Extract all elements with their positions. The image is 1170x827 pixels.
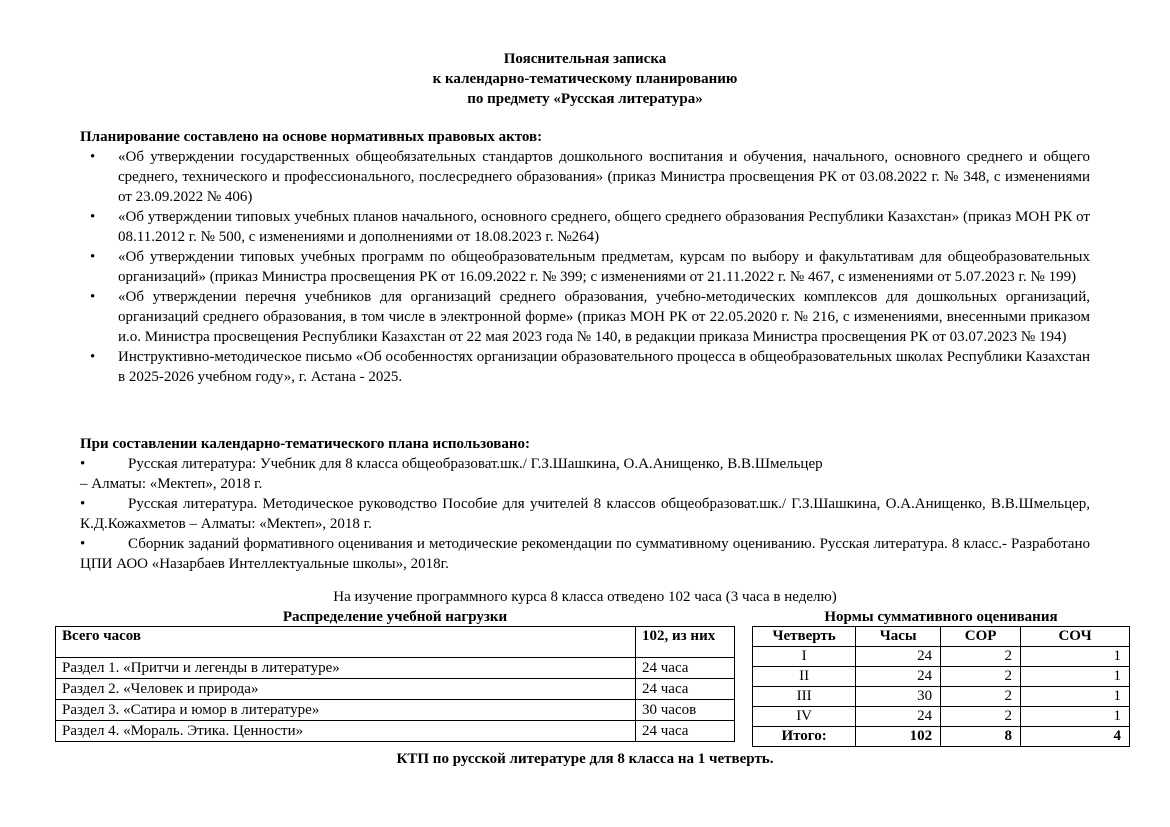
norms-cell: 24	[855, 706, 942, 727]
table-row: Раздел 1. «Притчи и легенды в литературе…	[55, 657, 735, 679]
source-text: Сборник заданий формативного оценивания …	[80, 536, 1090, 572]
act-text: «Об утверждении государственных общеобяз…	[118, 149, 1090, 205]
act-text: «Об утверждении типовых учебных программ…	[118, 249, 1090, 285]
source-text: Русская литература: Учебник для 8 класса…	[128, 456, 823, 472]
table-row: IV 24 2 1	[751, 706, 1130, 727]
norms-cell: Часы	[855, 626, 942, 647]
doc-subject: по предмету «Русская литература»	[467, 91, 703, 107]
table-row: I 24 2 1	[751, 646, 1130, 667]
bullet-icon: •	[90, 249, 96, 265]
bullet-icon: •	[80, 496, 86, 512]
table-header-row: Всего часов 102, из них	[55, 626, 735, 658]
source-item: • Сборник заданий формативного оценивания…	[80, 534, 1090, 574]
sources-heading: При составлении календарно-тематического…	[80, 436, 530, 452]
hours-cell: 24 часа	[635, 678, 735, 700]
norms-cell: 2	[940, 666, 1022, 687]
norms-cell: 4	[1020, 726, 1130, 747]
table-row: Раздел 4. «Мораль. Этика. Ценности» 24 ча…	[55, 720, 735, 742]
ktp-title: КТП по русской литературе для 8 класса н…	[396, 751, 774, 767]
norms-cell: 1	[1020, 686, 1130, 707]
norms-cell: Итого:	[751, 726, 857, 747]
norms-cell: СОЧ	[1020, 626, 1130, 647]
source-text: Русская литература. Методическое руковод…	[80, 496, 1090, 532]
norms-cell: 8	[940, 726, 1022, 747]
bullet-icon: •	[90, 149, 96, 165]
act-item: • Инструктивно-методическое письмо «Об ос…	[80, 347, 1090, 387]
source-item: • Русская литература: Учебник для 8 класс…	[80, 454, 1090, 494]
section-cell: Раздел 3. «Сатира и юмор в литературе»	[55, 699, 636, 721]
hours-note: На изучение программного курса 8 класса …	[333, 589, 837, 605]
norms-cell: IV	[751, 706, 857, 727]
table-row: II 24 2 1	[751, 666, 1130, 687]
load-table: Всего часов 102, из них Раздел 1. «Притч…	[55, 626, 735, 742]
source-item: • Русская литература. Методическое руково…	[80, 494, 1090, 534]
norms-cell: 102	[855, 726, 942, 747]
norms-cell: 2	[940, 686, 1022, 707]
norms-cell: II	[751, 666, 857, 687]
bullet-icon: •	[80, 456, 86, 472]
norms-table-title: Нормы суммативного оценивания	[824, 609, 1058, 625]
norms-cell: 1	[1020, 706, 1130, 727]
table-header-row: Четверть Часы СОР СОЧ	[751, 626, 1130, 647]
acts-heading: Планирование составлено на основе нормат…	[80, 129, 543, 145]
act-item: • «Об утверждении типовых учебных планов …	[80, 207, 1090, 247]
total-row: Итого: 102 8 4	[751, 726, 1130, 747]
hours-cell: 24 часа	[635, 720, 735, 742]
doc-subtitle: к календарно-тематическому планированию	[432, 71, 738, 87]
acts-section: Планирование составлено на основе нормат…	[80, 127, 1090, 387]
sources-section: При составлении календарно-тематического…	[80, 434, 1090, 574]
norms-table: Четверть Часы СОР СОЧ I 24 2 1 II 24 2 1 III 30 2 1 IV 24…	[751, 626, 1130, 747]
norms-cell: III	[751, 686, 857, 707]
norms-cell: 2	[940, 646, 1022, 667]
act-text: Инструктивно-методическое письмо «Об осо…	[118, 349, 1090, 385]
section-cell: Раздел 2. «Человек и природа»	[55, 678, 636, 700]
norms-cell: СОР	[940, 626, 1022, 647]
acts-list: • «Об утверждении государственных общеобя…	[80, 147, 1090, 387]
header-cell: 102, из них	[635, 626, 735, 658]
bullet-icon: •	[90, 289, 96, 305]
doc-title: Пояснительная записка	[503, 51, 667, 67]
norms-cell: 30	[855, 686, 942, 707]
load-table-title: Распределение учебной нагрузки	[282, 609, 508, 625]
norms-cell: 2	[940, 706, 1022, 727]
bullet-icon: •	[90, 349, 96, 365]
source-continuation: – Алматы: «Мектеп», 2018 г.	[80, 476, 263, 492]
section-cell: Раздел 4. «Мораль. Этика. Ценности»	[55, 720, 636, 742]
section-cell: Раздел 1. «Притчи и легенды в литературе…	[55, 657, 636, 679]
norms-cell: 24	[855, 666, 942, 687]
act-text: «Об утверждении перечня учебников для ор…	[118, 289, 1090, 345]
norms-cell: 1	[1020, 646, 1130, 667]
table-row: III 30 2 1	[751, 686, 1130, 707]
bullet-icon: •	[90, 209, 96, 225]
act-item: • «Об утверждении перечня учебников для о…	[80, 287, 1090, 347]
bullet-icon: •	[80, 536, 86, 552]
norms-cell: I	[751, 646, 857, 667]
norms-cell: Четверть	[751, 626, 857, 647]
hours-cell: 24 часа	[635, 657, 735, 679]
norms-cell: 1	[1020, 666, 1130, 687]
act-item: • «Об утверждении типовых учебных програм…	[80, 247, 1090, 287]
sources-list: • Русская литература: Учебник для 8 класс…	[80, 454, 1090, 574]
table-row: Раздел 2. «Человек и природа» 24 часа	[55, 678, 735, 700]
act-item: • «Об утверждении государственных общеобя…	[80, 147, 1090, 207]
header-cell: Всего часов	[55, 626, 636, 658]
act-text: «Об утверждении типовых учебных планов н…	[118, 209, 1090, 245]
hours-cell: 30 часов	[635, 699, 735, 721]
table-row: Раздел 3. «Сатира и юмор в литературе» 30…	[55, 699, 735, 721]
norms-cell: 24	[855, 646, 942, 667]
